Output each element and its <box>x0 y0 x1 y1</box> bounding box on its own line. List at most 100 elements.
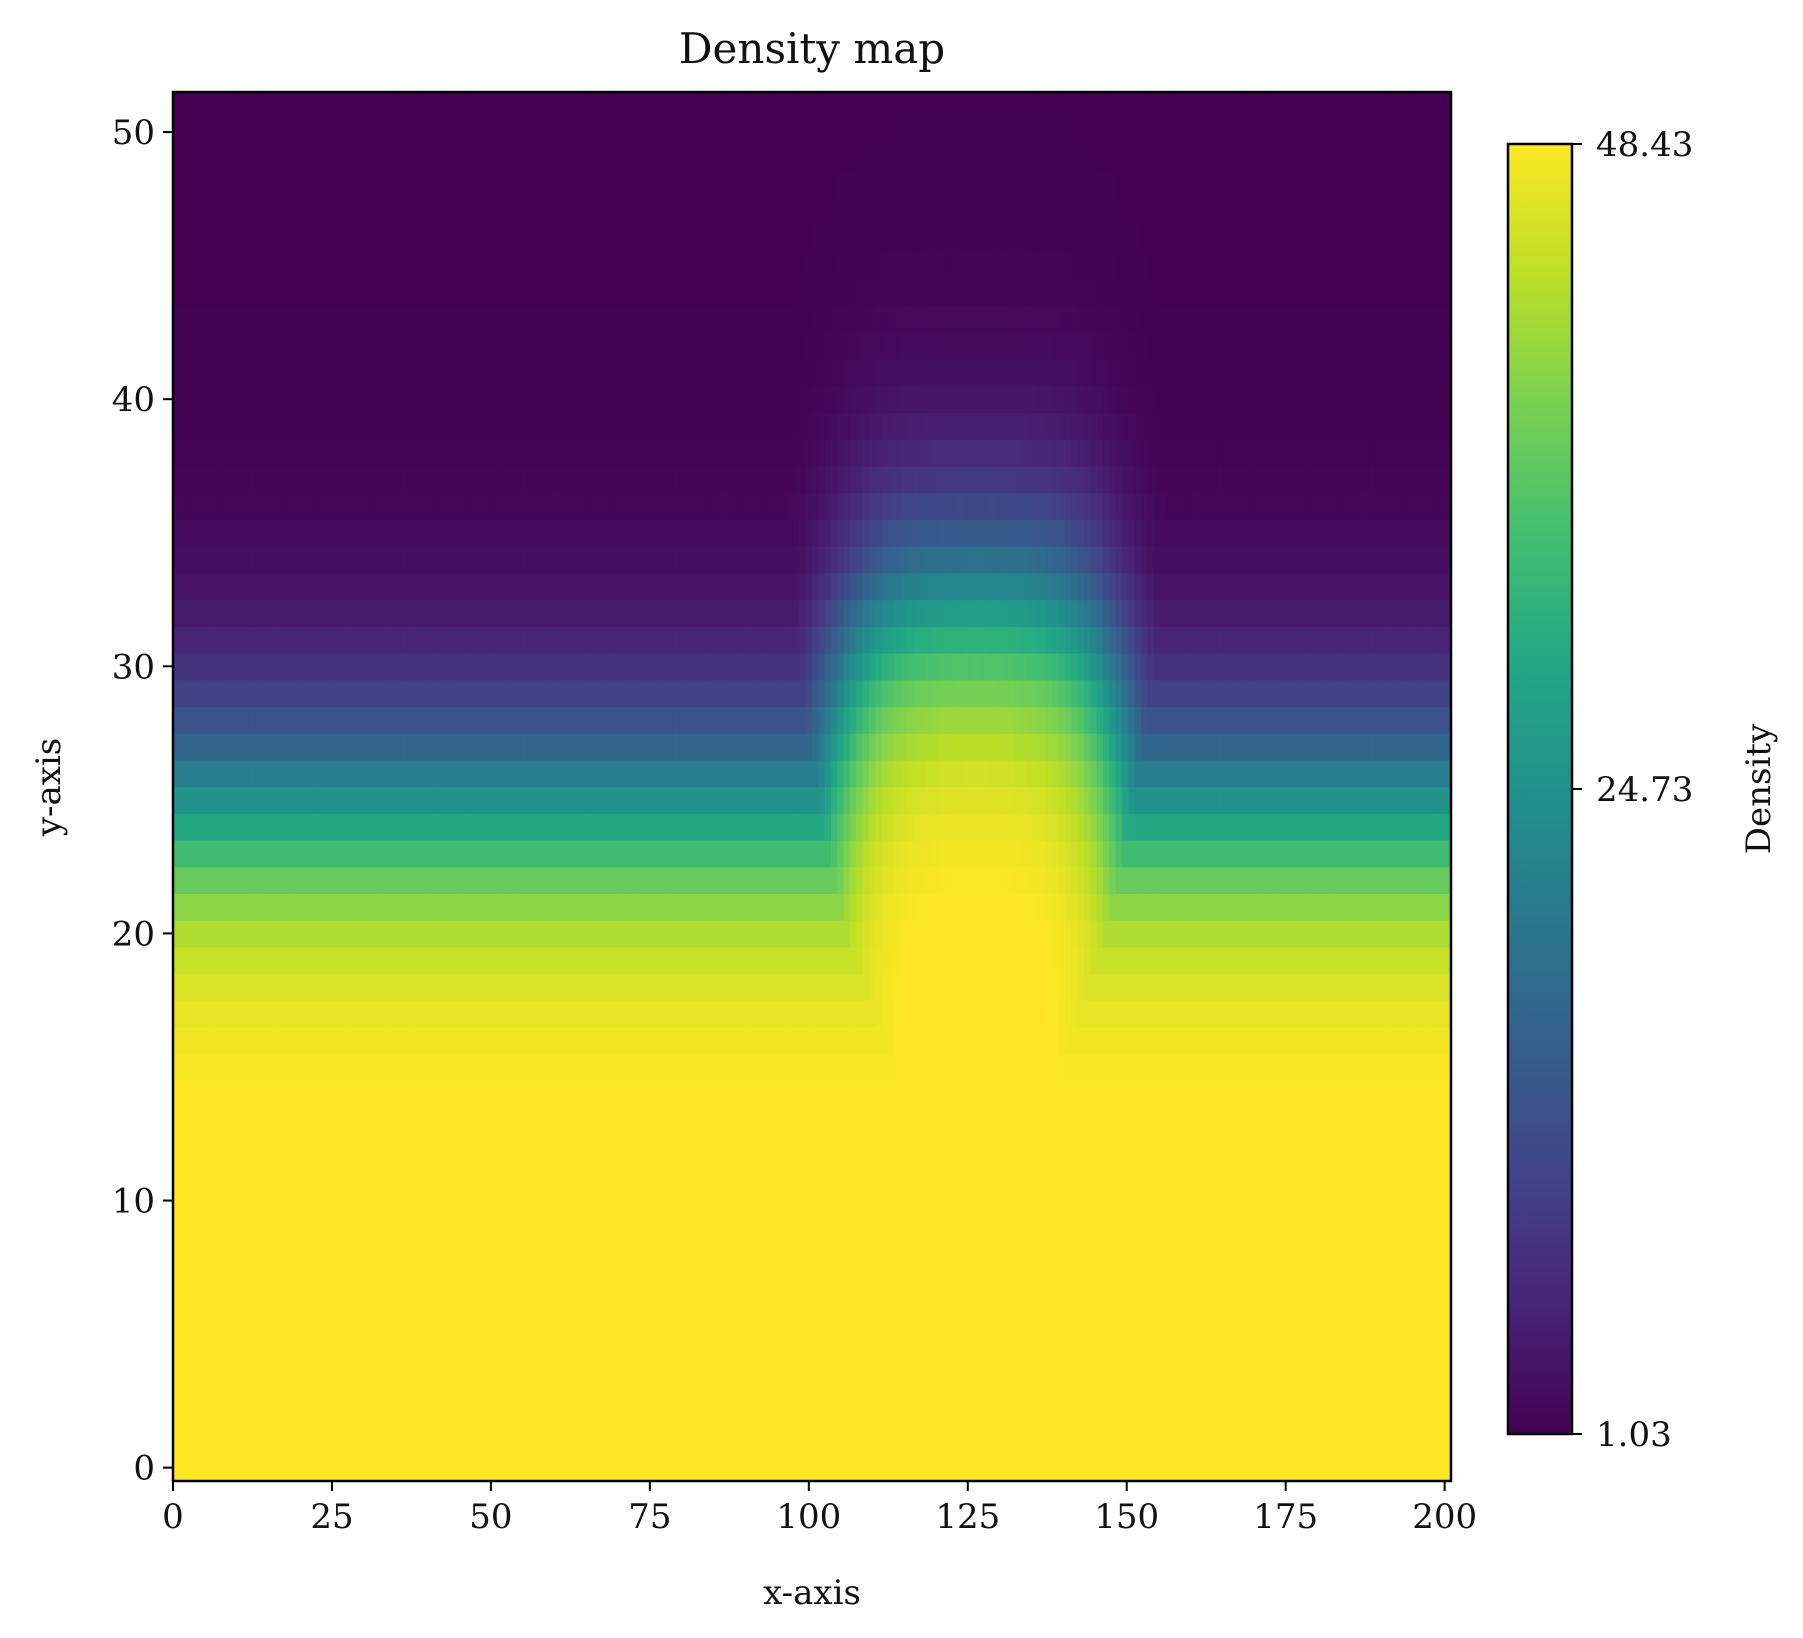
heatmap-cell <box>1172 1107 1180 1135</box>
heatmap-cell <box>331 1294 339 1322</box>
heatmap-cell <box>419 866 427 894</box>
heatmap-cell <box>609 1454 617 1482</box>
heatmap-cell <box>1153 1374 1161 1402</box>
heatmap-cell <box>1065 866 1072 894</box>
heatmap-cell <box>1115 1133 1123 1162</box>
heatmap-cell <box>1394 1240 1401 1268</box>
heatmap-cell <box>679 973 687 1001</box>
heatmap-cell <box>248 1053 256 1081</box>
heatmap-cell <box>539 1187 547 1215</box>
heatmap-cell <box>843 920 851 948</box>
heatmap-cell <box>558 1213 566 1242</box>
heatmap-cell <box>1311 1400 1319 1429</box>
heatmap-cell <box>963 1240 971 1268</box>
heatmap-cell <box>261 839 269 868</box>
heatmap-cell <box>1444 839 1452 868</box>
heatmap-cell <box>653 1160 661 1188</box>
heatmap-cell <box>255 946 263 975</box>
heatmap-cell <box>350 839 358 868</box>
heatmap-cell <box>1400 1374 1408 1402</box>
heatmap-cell <box>628 1454 636 1482</box>
heatmap-cell <box>862 1374 870 1402</box>
heatmap-cell <box>982 1267 990 1295</box>
heatmap-cell <box>774 893 781 921</box>
heatmap-cell <box>868 1267 876 1295</box>
heatmap-cell <box>786 1374 794 1402</box>
heatmap-cell <box>925 1267 933 1295</box>
heatmap-cell <box>1185 1454 1193 1482</box>
heatmap-cell <box>1159 1240 1167 1268</box>
heatmap-cell <box>628 1107 636 1135</box>
heatmap-cell <box>698 920 706 948</box>
heatmap-cell <box>1337 1000 1345 1028</box>
heatmap-cell <box>976 1374 984 1402</box>
heatmap-cell <box>1103 1400 1110 1429</box>
heatmap-cell <box>963 946 971 975</box>
heatmap-cell <box>1077 1240 1085 1268</box>
heatmap-cell <box>229 1347 237 1375</box>
heatmap-cell <box>799 1454 807 1482</box>
heatmap-cell <box>982 973 990 1001</box>
heatmap-cell <box>666 1133 674 1162</box>
heatmap-cell <box>1052 1213 1060 1242</box>
heatmap-cell <box>1330 1080 1338 1108</box>
heatmap-cell <box>331 1400 339 1429</box>
heatmap-cell <box>1071 1374 1079 1402</box>
heatmap-cell <box>900 1347 908 1375</box>
heatmap-cell <box>1419 1213 1427 1242</box>
heatmap-cell <box>343 1080 351 1108</box>
heatmap-cell <box>938 1187 946 1215</box>
heatmap-cell <box>432 1080 440 1108</box>
heatmap-cell <box>217 973 225 1001</box>
heatmap-cell <box>533 866 541 894</box>
heatmap-cell <box>1140 1427 1148 1455</box>
heatmap-cell <box>1052 1267 1060 1295</box>
heatmap-cell <box>1122 839 1129 868</box>
heatmap-cell <box>584 1053 592 1081</box>
heatmap-cell <box>1077 1347 1085 1375</box>
heatmap-cell <box>1140 1347 1148 1375</box>
heatmap-cell <box>432 1320 440 1349</box>
heatmap-cell <box>1033 1026 1041 1055</box>
heatmap-cell <box>932 1267 940 1295</box>
heatmap-cell <box>375 1294 383 1322</box>
heatmap-cell <box>919 1160 927 1188</box>
heatmap-cell <box>255 1160 263 1188</box>
heatmap-cell <box>1349 866 1357 894</box>
heatmap-cell <box>989 1400 997 1429</box>
heatmap-cell <box>1318 1427 1326 1455</box>
heatmap-cell <box>1229 1160 1237 1188</box>
heatmap-cell <box>584 1080 592 1108</box>
heatmap-cell <box>356 1240 364 1268</box>
heatmap-cell <box>577 1347 585 1375</box>
heatmap-cell <box>1432 893 1439 921</box>
heatmap-cell <box>1286 1187 1294 1215</box>
heatmap-cell <box>312 1454 320 1482</box>
heatmap-cell <box>331 1374 339 1402</box>
heatmap-cell <box>774 1000 781 1028</box>
heatmap-cell <box>1071 1053 1079 1081</box>
heatmap-cell <box>350 973 358 1001</box>
heatmap-cell <box>1368 1213 1376 1242</box>
heatmap-cell <box>982 1294 990 1322</box>
heatmap-cell <box>622 1133 630 1162</box>
heatmap-cell <box>388 866 396 894</box>
heatmap-cell <box>982 1133 990 1162</box>
heatmap-cell <box>780 1133 788 1162</box>
heatmap-cell <box>1299 1000 1307 1028</box>
heatmap-cell <box>546 1187 554 1215</box>
heatmap-cell <box>1229 1320 1237 1349</box>
heatmap-cell <box>1020 1133 1028 1162</box>
heatmap-cell <box>1039 920 1047 948</box>
heatmap-cell <box>1008 1107 1016 1135</box>
heatmap-cell <box>280 1026 288 1055</box>
heatmap-cell <box>413 1000 421 1028</box>
heatmap-cell <box>805 893 813 921</box>
heatmap-cell <box>1140 839 1148 868</box>
heatmap-cell <box>698 1320 706 1349</box>
heatmap-cell <box>843 1240 851 1268</box>
heatmap-cell <box>432 1240 440 1268</box>
heatmap-cell <box>299 920 307 948</box>
heatmap-cell <box>774 1347 781 1375</box>
heatmap-cell <box>653 1213 661 1242</box>
